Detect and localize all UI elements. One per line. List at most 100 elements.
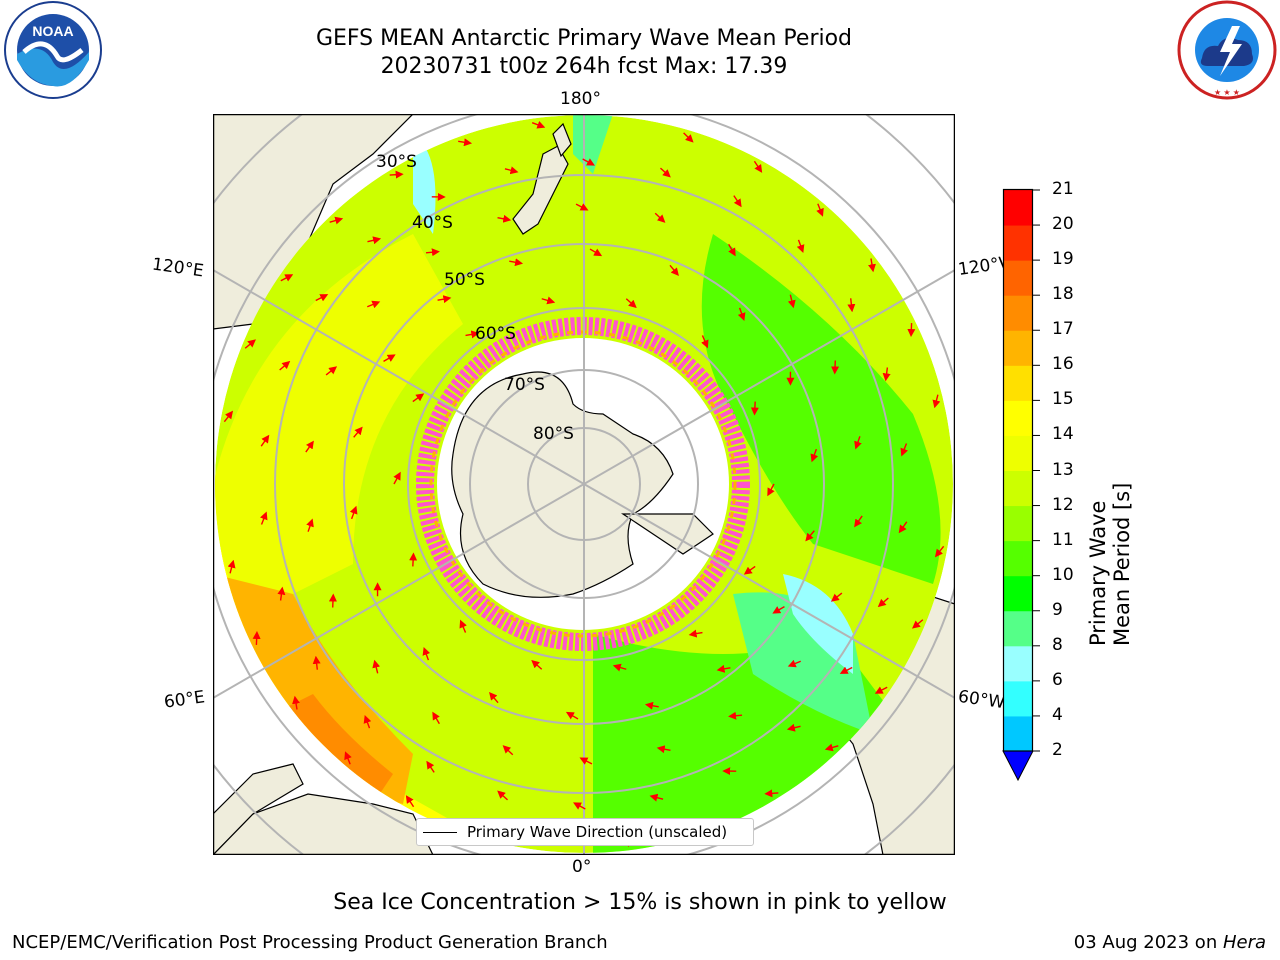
wave-arrow: [425, 248, 440, 257]
wave-arrow: [497, 790, 509, 801]
colorbar-tick-label: 10: [1052, 564, 1074, 585]
wave-arrow: [877, 597, 889, 608]
wave-arrow: [315, 294, 329, 302]
wave-arrow: [363, 715, 372, 729]
wave-arrow: [260, 434, 270, 447]
wave-arrow: [244, 339, 256, 349]
lat-label-60s: 60°S: [475, 324, 516, 344]
wave-arrow: [579, 757, 593, 765]
colorbar-tick-label: 15: [1052, 389, 1074, 410]
wave-arrow: [874, 686, 888, 694]
wave-arrow: [260, 511, 268, 525]
wave-arrow: [489, 691, 499, 704]
lon-label-60w: 60°W: [956, 686, 1007, 714]
lat-label-80s: 80°S: [533, 424, 574, 444]
wave-arrow: [786, 723, 801, 732]
footer-organization: NCEP/EMC/Verification Post Processing Pr…: [12, 932, 608, 953]
colorbar-segment: [1004, 610, 1032, 647]
wave-arrow: [882, 367, 891, 382]
colorbar-segment: [1004, 715, 1032, 752]
wave-arrow: [589, 248, 603, 257]
wave-arrow: [422, 646, 431, 661]
polar-map: [213, 114, 955, 855]
lon-label-0: 0°: [572, 857, 592, 877]
colorbar-segment: [1004, 505, 1032, 542]
wave-arrow: [502, 745, 514, 756]
wave-arrow: [344, 751, 352, 765]
noaa-logo-text: NOAA: [32, 23, 73, 39]
wave-arrow: [787, 659, 801, 668]
wave-arrow: [305, 440, 314, 453]
wave-arrow: [531, 121, 546, 129]
wave-arrow: [565, 711, 579, 720]
colorbar-tick-label: 8: [1052, 634, 1063, 655]
wave-arrow: [796, 239, 805, 253]
wave-arrow: [367, 300, 381, 309]
wave-arrow: [737, 307, 746, 322]
noaa-logo: NOAA: [4, 1, 102, 99]
colorbar-tick-label: 21: [1052, 179, 1074, 199]
wave-arrow: [898, 521, 908, 534]
colorbar-tick-label: 12: [1052, 494, 1074, 515]
wave-arrow: [805, 530, 815, 542]
lon-label-120e: 120°E: [150, 254, 205, 282]
lon-label-180: 180°: [560, 89, 601, 109]
colorbar-tick-label: 14: [1052, 424, 1074, 445]
map-legend: Primary Wave Direction (unscaled): [416, 818, 754, 846]
wave-arrow: [656, 745, 671, 754]
wave-arrow: [733, 195, 742, 208]
wave-arrow: [688, 629, 703, 638]
wave-arrow: [432, 711, 440, 725]
colorbar-segment: [1004, 225, 1032, 261]
wave-arrow: [409, 552, 418, 567]
colorbar-label: Primary Wave Mean Period [s]: [1086, 482, 1134, 646]
wave-arrow: [753, 160, 763, 173]
wave-arrow: [912, 619, 924, 629]
wave-arrow: [764, 789, 779, 798]
wave-arrow: [787, 294, 796, 309]
footer-machine: Hera: [1222, 932, 1266, 953]
colorbar-segment: [1004, 260, 1032, 296]
colorbar-segment: [1004, 295, 1032, 331]
map-frame: [213, 114, 955, 855]
lat-label-30s: 30°S: [376, 152, 417, 172]
wave-arrow: [907, 323, 916, 338]
wave-arrow: [372, 659, 381, 674]
legend-label: Primary Wave Direction (unscaled): [467, 823, 728, 841]
wave-arrow: [465, 330, 480, 339]
wave-arrow: [389, 170, 404, 179]
nws-logo: ★ ★ ★: [1177, 0, 1277, 100]
wave-arrow: [306, 518, 314, 532]
colorbar-tick-label: 13: [1052, 459, 1074, 480]
colorbar-tick-label: 11: [1052, 529, 1074, 550]
wave-arrow: [353, 426, 363, 438]
wave-arrow: [743, 565, 756, 575]
wave-arrow: [830, 592, 843, 602]
wave-arrow: [625, 298, 637, 309]
wave-arrow: [497, 214, 512, 223]
wave-direction-arrows: [223, 121, 945, 847]
wave-arrow: [728, 711, 743, 720]
wave-arrow: [531, 659, 543, 670]
wave-arrow: [349, 505, 358, 520]
wave-arrow: [900, 443, 908, 457]
wave-arrow: [325, 366, 338, 376]
wave-arrow: [767, 483, 775, 497]
wave-arrow: [328, 593, 337, 608]
sea-ice-caption: Sea Ice Concentration > 15% is shown in …: [333, 890, 947, 915]
colorbar-segment: [1004, 575, 1032, 612]
wave-arrow: [575, 203, 589, 211]
wave-arrow: [223, 410, 234, 423]
colorbar: [1002, 188, 1040, 782]
colorbar-segment: [1004, 190, 1032, 226]
colorbar-tick-label: 17: [1052, 319, 1074, 340]
legend-line-swatch: [423, 831, 457, 833]
wave-arrow: [573, 802, 586, 810]
colorbar-tick-label: 20: [1052, 214, 1074, 235]
colorbar-tick-label: 4: [1052, 704, 1063, 725]
lat-label-40s: 40°S: [412, 213, 453, 233]
wave-arrow: [824, 743, 839, 752]
wave-arrow: [383, 354, 396, 362]
colorbar-segment: [1004, 470, 1032, 507]
colorbar-tick-label: 6: [1052, 669, 1063, 690]
